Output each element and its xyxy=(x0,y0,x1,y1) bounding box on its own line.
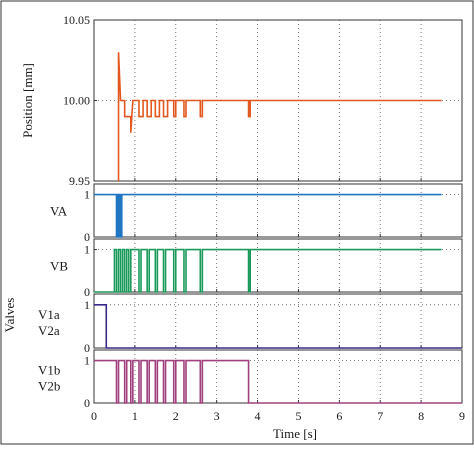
x-tick-label: 0 xyxy=(91,409,97,423)
series-line-1-0 xyxy=(94,193,442,238)
x-tick-labels: 0 1 2 3 4 5 6 7 8 9 xyxy=(91,409,465,423)
series-line-4-0 xyxy=(94,359,462,404)
y-tick-label: 9.95 xyxy=(69,174,90,188)
x-tick-label: 9 xyxy=(459,409,465,423)
panel-ylabel: V2a xyxy=(38,323,60,338)
y-tick-label: 1 xyxy=(84,298,90,312)
y-tick-label: 0 xyxy=(84,341,90,355)
panel-ylabel: V2b xyxy=(38,379,60,394)
position-ylabel: Position [mm] xyxy=(20,63,35,138)
panel-ylabel: V1b xyxy=(38,363,60,378)
y-tick-label: 0 xyxy=(84,230,90,244)
x-tick-label: 4 xyxy=(255,409,261,423)
x-tick-label: 8 xyxy=(418,409,424,423)
panel-ylabel: VA xyxy=(50,204,68,219)
plot-frame xyxy=(93,183,463,238)
x-tick-label: 7 xyxy=(377,409,383,423)
y-tick-label: 10.00 xyxy=(63,94,90,108)
series-line-2-0 xyxy=(94,248,442,293)
panel-1: 1 0 VA xyxy=(50,183,463,244)
x-axis-label: Time [s] xyxy=(273,426,317,441)
x-tick-label: 2 xyxy=(173,409,179,423)
y-tick-label: 0 xyxy=(84,285,90,299)
x-tick-label: 3 xyxy=(214,409,220,423)
x-tick-label: 5 xyxy=(295,409,301,423)
panel-ylabel: V1a xyxy=(38,307,60,322)
valves-label: Valves xyxy=(2,298,17,333)
panel-2: 1 0 VB xyxy=(50,238,463,299)
y-tick-label: 1 xyxy=(84,243,90,257)
x-tick-label: 1 xyxy=(132,409,138,423)
series-line-3-0 xyxy=(94,303,462,349)
plot-frame xyxy=(93,293,463,349)
y-tick-label: 1 xyxy=(84,188,90,202)
y-tick-label: 0 xyxy=(84,396,90,410)
series-line-0-0 xyxy=(117,52,442,181)
y-tick-label: 10.05 xyxy=(63,13,90,27)
y-tick-label: 1 xyxy=(84,354,90,368)
panel-0: 10.05 10.00 9.95 Position [mm] xyxy=(20,13,463,188)
panel-ylabel: VB xyxy=(50,259,68,274)
x-tick-label: 6 xyxy=(336,409,342,423)
